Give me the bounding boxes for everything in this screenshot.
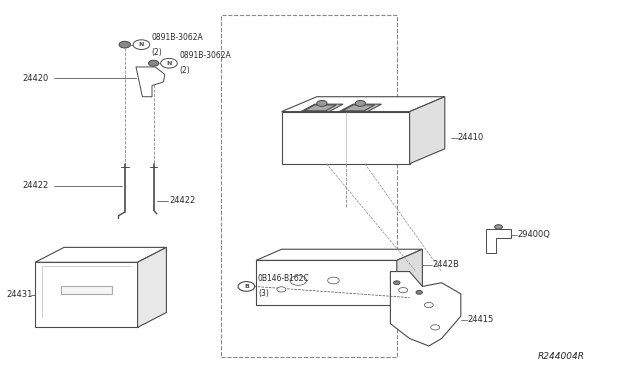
Polygon shape (138, 247, 166, 327)
Text: R244004R: R244004R (538, 352, 584, 361)
Circle shape (495, 225, 502, 229)
Circle shape (355, 100, 365, 106)
Circle shape (416, 291, 422, 294)
Polygon shape (35, 247, 166, 262)
Text: 24420: 24420 (22, 74, 49, 83)
Polygon shape (390, 272, 461, 346)
Circle shape (238, 282, 255, 291)
Polygon shape (339, 104, 381, 112)
Text: 24410: 24410 (458, 133, 484, 142)
Text: 0B146-B162C: 0B146-B162C (258, 275, 310, 283)
Circle shape (277, 287, 286, 292)
Circle shape (148, 60, 159, 66)
Text: N: N (139, 42, 144, 47)
Polygon shape (397, 249, 422, 305)
Polygon shape (136, 67, 165, 97)
Polygon shape (256, 249, 422, 260)
Text: N: N (166, 61, 172, 66)
Circle shape (161, 58, 177, 68)
Polygon shape (282, 112, 410, 164)
Text: 29400Q: 29400Q (517, 230, 550, 239)
Circle shape (119, 41, 131, 48)
Text: 24422: 24422 (22, 182, 49, 190)
Text: (3): (3) (258, 289, 269, 298)
Polygon shape (486, 229, 511, 253)
Text: 24431: 24431 (6, 290, 33, 299)
Text: 2442B: 2442B (432, 260, 459, 269)
Circle shape (290, 276, 307, 285)
Circle shape (317, 100, 327, 106)
Circle shape (133, 40, 150, 49)
Text: 24415: 24415 (467, 315, 493, 324)
Polygon shape (61, 286, 112, 294)
Text: (2): (2) (179, 66, 190, 75)
Text: 0891B-3062A: 0891B-3062A (152, 33, 204, 42)
Polygon shape (256, 260, 397, 305)
Circle shape (394, 281, 400, 285)
Polygon shape (282, 97, 445, 112)
Text: 0891B-3062A: 0891B-3062A (179, 51, 231, 60)
Bar (221, 15, 397, 357)
Circle shape (399, 288, 408, 293)
Polygon shape (410, 97, 445, 164)
Text: (2): (2) (152, 48, 163, 57)
Polygon shape (342, 105, 375, 111)
Polygon shape (301, 104, 343, 112)
Text: B: B (244, 284, 249, 289)
Circle shape (328, 277, 339, 284)
Polygon shape (35, 262, 138, 327)
Circle shape (424, 302, 433, 308)
Circle shape (431, 325, 440, 330)
Text: 24422: 24422 (170, 196, 196, 205)
Polygon shape (304, 105, 337, 111)
